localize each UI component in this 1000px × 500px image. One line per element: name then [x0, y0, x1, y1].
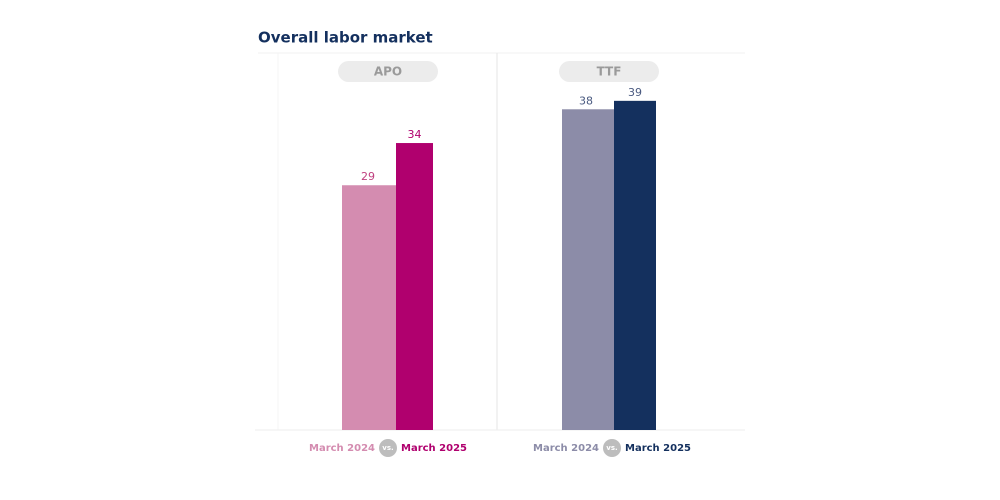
- vs-badge: [603, 439, 621, 457]
- panel-pill: [559, 61, 659, 82]
- legend-item: March 2025: [625, 443, 691, 454]
- value-label: 39: [628, 86, 642, 99]
- bar: [562, 109, 614, 430]
- legend-item: March 2025: [401, 443, 467, 454]
- vs-label: vs.: [382, 444, 393, 452]
- legend-item: March 2024: [533, 443, 599, 454]
- vs-label: vs.: [606, 444, 617, 452]
- bar: [614, 100, 656, 430]
- vs-badge: [379, 439, 397, 457]
- bar: [342, 185, 396, 430]
- bar: [396, 143, 433, 431]
- panel-title: APO: [374, 65, 402, 79]
- value-label: 38: [579, 94, 593, 107]
- legend-item: March 2024: [309, 443, 375, 454]
- panel-pill: [338, 61, 438, 82]
- value-label: 29: [361, 170, 375, 183]
- chart-title: Overall labor market: [258, 29, 433, 47]
- panel-title: TTF: [597, 65, 622, 79]
- value-label: 34: [408, 128, 422, 141]
